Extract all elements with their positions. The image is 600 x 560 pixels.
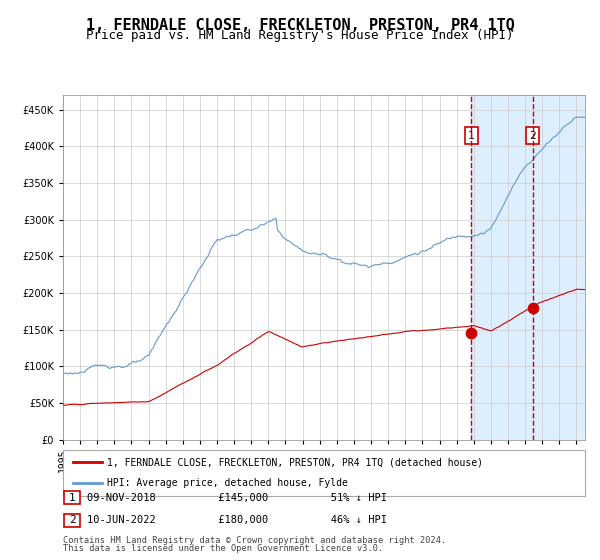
Text: 1: 1 bbox=[468, 130, 475, 141]
Point bbox=[467, 329, 476, 338]
Point bbox=[528, 303, 538, 312]
Text: 10-JUN-2022          £180,000          46% ↓ HPI: 10-JUN-2022 £180,000 46% ↓ HPI bbox=[87, 515, 387, 525]
Text: 2: 2 bbox=[68, 515, 76, 525]
Text: Contains HM Land Registry data © Crown copyright and database right 2024.: Contains HM Land Registry data © Crown c… bbox=[63, 536, 446, 545]
FancyBboxPatch shape bbox=[64, 514, 80, 527]
Text: 1, FERNDALE CLOSE, FRECKLETON, PRESTON, PR4 1TQ (detached house): 1, FERNDALE CLOSE, FRECKLETON, PRESTON, … bbox=[107, 457, 484, 467]
Bar bbox=[472, 95, 585, 440]
Text: HPI: Average price, detached house, Fylde: HPI: Average price, detached house, Fyld… bbox=[107, 478, 348, 488]
Text: 2: 2 bbox=[529, 130, 536, 141]
Text: This data is licensed under the Open Government Licence v3.0.: This data is licensed under the Open Gov… bbox=[63, 544, 383, 553]
Text: 1, FERNDALE CLOSE, FRECKLETON, PRESTON, PR4 1TQ: 1, FERNDALE CLOSE, FRECKLETON, PRESTON, … bbox=[86, 18, 514, 33]
Text: 09-NOV-2018          £145,000          51% ↓ HPI: 09-NOV-2018 £145,000 51% ↓ HPI bbox=[87, 493, 387, 503]
FancyBboxPatch shape bbox=[64, 491, 80, 505]
Text: Price paid vs. HM Land Registry's House Price Index (HPI): Price paid vs. HM Land Registry's House … bbox=[86, 29, 514, 42]
Text: 1: 1 bbox=[68, 493, 76, 503]
FancyBboxPatch shape bbox=[63, 450, 585, 496]
